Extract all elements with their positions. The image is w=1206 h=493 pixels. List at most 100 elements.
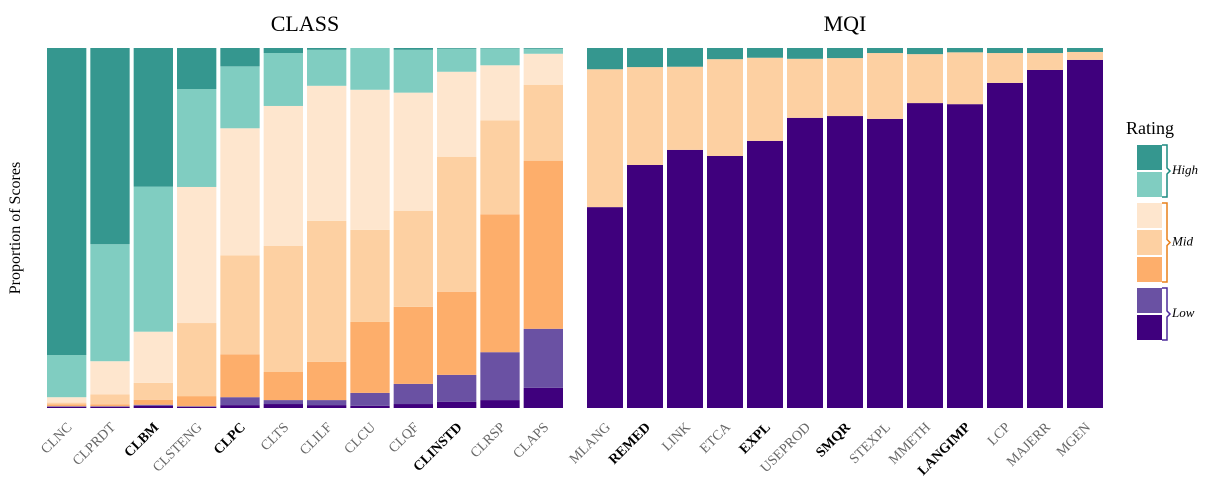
bar-segment [827, 58, 863, 117]
bar-segment [827, 48, 863, 59]
bar-segment [350, 229, 390, 322]
bar-segment [90, 406, 130, 408]
bar-segment [47, 48, 87, 356]
bar-segment [177, 48, 217, 90]
bar-segment [667, 149, 703, 408]
bar-segment [90, 394, 130, 405]
bar-segment [667, 66, 703, 150]
bar-segment [707, 59, 743, 156]
bar-segment [947, 48, 983, 53]
bar-segment [47, 406, 87, 407]
bar-segment [787, 48, 823, 59]
bar-segment [787, 117, 823, 408]
bar-segment [133, 48, 173, 187]
bar-segment [987, 48, 1023, 54]
bar-segment [867, 53, 903, 119]
bar-segment [307, 49, 347, 86]
bar-segment [437, 48, 477, 72]
legend-swatch [1137, 172, 1162, 197]
bar-segment [220, 397, 260, 406]
bar-segment [90, 48, 130, 245]
bar-segment [523, 160, 563, 329]
bar-segment [307, 48, 347, 50]
bar-segment [1027, 48, 1063, 54]
legend-title: Rating [1126, 118, 1174, 138]
bar-segment [437, 401, 477, 408]
bar-segment [393, 383, 433, 405]
bar-segment [707, 48, 743, 60]
bar-segment [263, 53, 303, 106]
legend-label: High [1171, 162, 1198, 177]
bar-segment [263, 246, 303, 372]
bar-segment [133, 405, 173, 408]
bar-segment [220, 354, 260, 398]
bar-segment [177, 406, 217, 407]
bar-segment [220, 128, 260, 256]
bar-segment [627, 48, 663, 68]
bar-segment [1067, 51, 1103, 60]
bar-segment [220, 255, 260, 355]
bar-segment [437, 291, 477, 375]
bar-segment [987, 82, 1023, 409]
bar-segment [747, 48, 783, 58]
legend-bracket [1162, 144, 1172, 198]
bar-segment [133, 186, 173, 332]
y-axis-label: Proportion of Scores [7, 162, 24, 294]
bar-segment [47, 402, 87, 405]
bar-segment [307, 85, 347, 221]
bar-segment [90, 361, 130, 395]
bar-segment [263, 48, 303, 54]
bar-segment [480, 352, 520, 401]
bar-segment [90, 244, 130, 362]
bar-segment [133, 399, 173, 405]
bar-segment [47, 406, 87, 408]
legend-bracket [1162, 287, 1172, 341]
bar-segment [437, 156, 477, 292]
bar-segment [177, 186, 217, 324]
bar-segment [867, 48, 903, 54]
bar-segment [177, 89, 217, 187]
bar-segment [523, 328, 563, 388]
bar-segment [47, 404, 87, 407]
legend-label: Mid [1171, 233, 1193, 248]
bar-segment [350, 48, 390, 90]
legend-swatch [1137, 257, 1162, 282]
bar-segment [307, 361, 347, 401]
bar-segment [1027, 69, 1063, 409]
bar-segment [627, 165, 663, 408]
bar-segment [90, 404, 130, 407]
bar-segment [220, 405, 260, 408]
panel-title: MQI [824, 11, 867, 36]
bar-segment [263, 404, 303, 408]
bar-segment [480, 65, 520, 121]
bar-segment [350, 405, 390, 408]
bar-segment [350, 392, 390, 406]
panel-title: CLASS [271, 11, 339, 36]
bar-segment [307, 220, 347, 362]
bar-segment [263, 400, 303, 405]
bar-segment [350, 89, 390, 230]
bar-segment [307, 405, 347, 408]
bar-segment [393, 404, 433, 408]
bar-segment [220, 48, 260, 67]
bar-segment [220, 66, 260, 129]
legend-swatch [1137, 315, 1162, 340]
bar-segment [1067, 48, 1103, 52]
bar-segment [667, 48, 703, 67]
bar-segment [177, 323, 217, 397]
bar-segment [350, 321, 390, 393]
bar-segment [867, 118, 903, 409]
legend-swatch [1137, 203, 1162, 228]
bar-segment [947, 52, 983, 105]
bar-segment [523, 48, 563, 54]
bar-segment [133, 404, 173, 406]
bar-segment [587, 48, 623, 70]
bar-segment [523, 48, 563, 49]
bar-segment [177, 406, 217, 408]
bar-segment [587, 207, 623, 408]
bar-segment [437, 71, 477, 157]
bar-segment [907, 48, 943, 55]
bar-segment [523, 53, 563, 85]
legend-label: Low [1171, 305, 1195, 320]
